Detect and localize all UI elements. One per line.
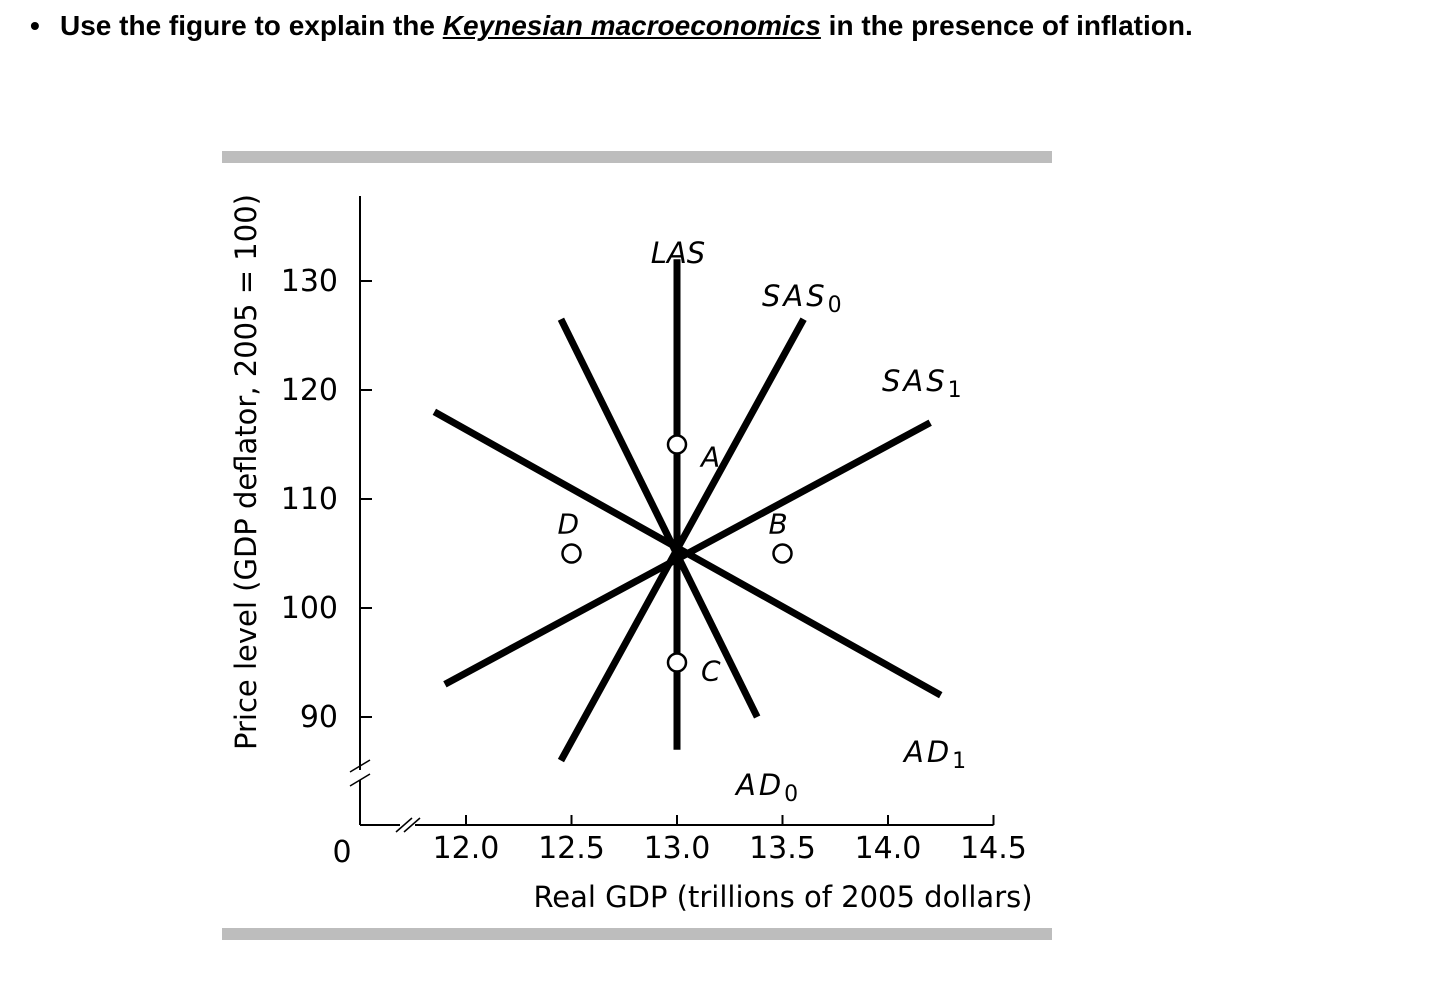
y-tick-label: 110 [281, 482, 338, 517]
x-tick-label: 13.0 [644, 831, 711, 866]
bullet: • [30, 10, 40, 41]
point-d [561, 543, 582, 564]
curve-ad1 [432, 408, 943, 699]
y-tick-label: 130 [281, 264, 338, 299]
question-suffix: in the presence of inflation. [820, 10, 1193, 41]
x-tick-label: 14.5 [960, 831, 1027, 866]
point-a [666, 434, 688, 455]
curve-sas0 [557, 317, 807, 763]
x-tick-label: 12.5 [538, 831, 605, 866]
x-axis-break-mark [395, 817, 413, 833]
point-label-a: A [699, 441, 720, 474]
curve-label-ad1: AD1 [902, 735, 969, 774]
origin-label: 0 [332, 835, 351, 870]
point-label-c: C [701, 655, 721, 688]
question-text: • Use the figure to explain the Keynesian… [30, 10, 1193, 42]
curve-ad0 [557, 317, 761, 719]
bottom-divider [222, 928, 1052, 940]
y-tick-label: 90 [300, 700, 338, 735]
x-tick-label: 13.5 [749, 831, 816, 866]
y-tick-label: 120 [281, 373, 338, 408]
curve-label-sas1: SAS1 [882, 364, 965, 403]
x-tick-label: 14.0 [855, 831, 922, 866]
point-c [666, 652, 688, 673]
x-axis-break-mark [403, 817, 421, 833]
point-label-d: D [558, 508, 580, 541]
y-axis-break-mark [349, 773, 371, 787]
x-tick-label: 12.0 [433, 831, 500, 866]
question-prefix: Use the figure to explain the [60, 10, 443, 41]
point-b [772, 543, 793, 564]
question-emphasis: Keynesian macroeconomics [442, 10, 821, 41]
top-divider [222, 151, 1052, 163]
y-tick-label: 100 [281, 591, 338, 626]
x-axis-title: Real GDP (trillions of 2005 dollars) [533, 880, 1032, 914]
curve-label-ad0: AD0 [734, 768, 801, 807]
curve-label-las: LAS [651, 236, 705, 270]
y-axis-break-mark [349, 759, 371, 773]
y-axis-title: Price level (GDP deflator, 2005 = 100) [229, 194, 263, 750]
point-label-b: B [769, 508, 788, 541]
curve-label-sas0: SAS0 [762, 279, 845, 318]
